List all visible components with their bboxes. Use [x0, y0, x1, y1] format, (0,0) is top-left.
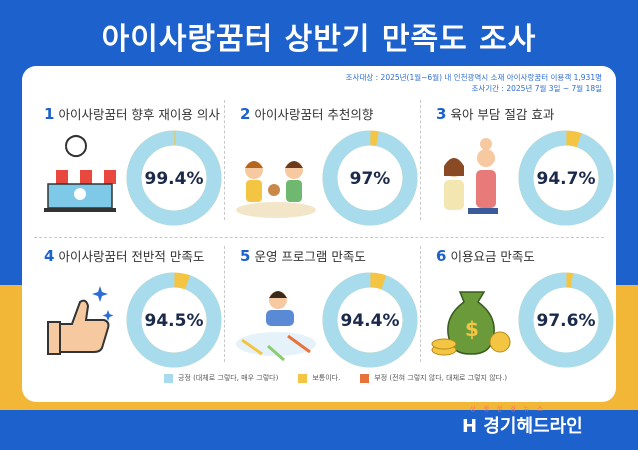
donut-chart: 97%	[322, 130, 418, 226]
donut-chart: 97.6%	[518, 272, 614, 368]
chart-title: 6 이용요금 만족도	[436, 246, 535, 265]
legend-label-negative: 부정 (전혀 그렇지 않다, 대체로 그렇지 않다.)	[374, 374, 508, 382]
thumbs-up-icon	[36, 274, 124, 370]
legend-swatch-negative	[360, 373, 370, 383]
survey-period: 조사기간 : 2025년 7월 3일 ~ 7월 18일	[471, 84, 602, 93]
donut-chart: 99.4%	[126, 130, 222, 226]
legend-swatch-neutral	[298, 373, 308, 383]
legend-item-negative: 부정 (전혀 그렇지 않다, 대체로 그렇지 않다.)	[360, 373, 507, 383]
page-title: 아이사랑꿈터 상반기 만족도 조사	[101, 22, 537, 57]
chart-title-text: 운영 프로그램 만족도	[254, 249, 366, 264]
donut-value-label: 94.5%	[145, 311, 204, 331]
money-bag-icon: $	[428, 274, 516, 370]
chart-number: 2	[240, 105, 251, 123]
chart-cell: 2 아이사랑꿈터 추천의향 97%	[226, 104, 422, 242]
chart-number: 4	[44, 247, 55, 265]
chart-cell: 3 육아 부담 절감 효과 94.7%	[422, 104, 618, 242]
brand-tagline: 상 생 한 경 뉴 스	[470, 406, 546, 413]
donut-slice-positive	[322, 130, 418, 226]
family-icon	[428, 132, 516, 228]
chart-title: 1 아이사랑꿈터 향후 재이용 의사	[44, 104, 220, 123]
chart-number: 3	[436, 105, 447, 123]
donut-value-label: 97%	[350, 169, 391, 189]
chart-title: 3 육아 부담 절감 효과	[436, 104, 554, 123]
survey-target: 조사대상 : 2025년(1월~6월) 내 인천광역시 소재 아이사랑꿈터 이용…	[345, 73, 602, 82]
legend-label-positive: 긍정 (대체로 그렇다, 매우 그렇다)	[178, 374, 279, 382]
chart-number: 1	[44, 105, 55, 123]
chart-title-text: 아이사랑꿈터 추천의향	[254, 107, 374, 122]
chart-cell: 4 아이사랑꿈터 전반적 만족도 94.5%	[30, 246, 226, 384]
divider	[420, 100, 421, 220]
svg-text:$: $	[465, 317, 479, 341]
donut-slice-positive	[126, 272, 222, 368]
divider	[224, 246, 225, 362]
child-drawing-icon	[232, 274, 320, 370]
chart-cell: 5 운영 프로그램 만족도 94.4%	[226, 246, 422, 384]
legend-swatch-positive	[164, 373, 173, 383]
brand-logo: H 경기헤드라인	[462, 416, 583, 437]
donut-value-label: 94.7%	[537, 169, 596, 189]
chart-cell: 6 이용요금 만족도 $97.6%	[422, 246, 618, 384]
chart-number: 5	[240, 247, 251, 265]
divider	[224, 100, 225, 220]
chart-title-text: 육아 부담 절감 효과	[450, 107, 555, 122]
chart-title: 5 운영 프로그램 만족도	[240, 246, 366, 265]
legend: 긍정 (대체로 그렇다, 매우 그렇다) 보통이다. 부정 (전혀 그렇지 않다…	[164, 373, 507, 383]
donut-value-label: 94.4%	[341, 311, 400, 331]
donut-value-label: 97.6%	[537, 311, 596, 331]
chart-title: 2 아이사랑꿈터 추천의향	[240, 104, 373, 123]
background-footer	[0, 410, 638, 450]
divider	[34, 237, 604, 238]
donut-slice-positive	[126, 130, 222, 226]
divider	[420, 246, 421, 362]
legend-item-neutral: 보통이다.	[298, 373, 340, 383]
chart-title: 4 아이사랑꿈터 전반적 만족도	[44, 246, 204, 265]
chart-cell: 1 아이사랑꿈터 향후 재이용 의사 99.4%	[30, 104, 226, 242]
donut-chart: 94.7%	[518, 130, 614, 226]
kids-playing-icon	[232, 132, 320, 228]
donut-chart: 94.5%	[126, 272, 222, 368]
legend-label-neutral: 보통이다.	[312, 374, 341, 382]
legend-item-positive: 긍정 (대체로 그렇다, 매우 그렇다)	[164, 373, 278, 383]
donut-slice-positive	[518, 272, 614, 368]
chart-title-text: 아이사랑꿈터 향후 재이용 의사	[58, 107, 220, 122]
chart-title-text: 아이사랑꿈터 전반적 만족도	[58, 249, 205, 264]
store-icon	[36, 132, 124, 228]
chart-number: 6	[436, 247, 447, 265]
chart-title-text: 이용요금 만족도	[450, 249, 535, 264]
content-card	[22, 66, 616, 402]
donut-value-label: 99.4%	[145, 169, 204, 189]
donut-chart: 94.4%	[322, 272, 418, 368]
